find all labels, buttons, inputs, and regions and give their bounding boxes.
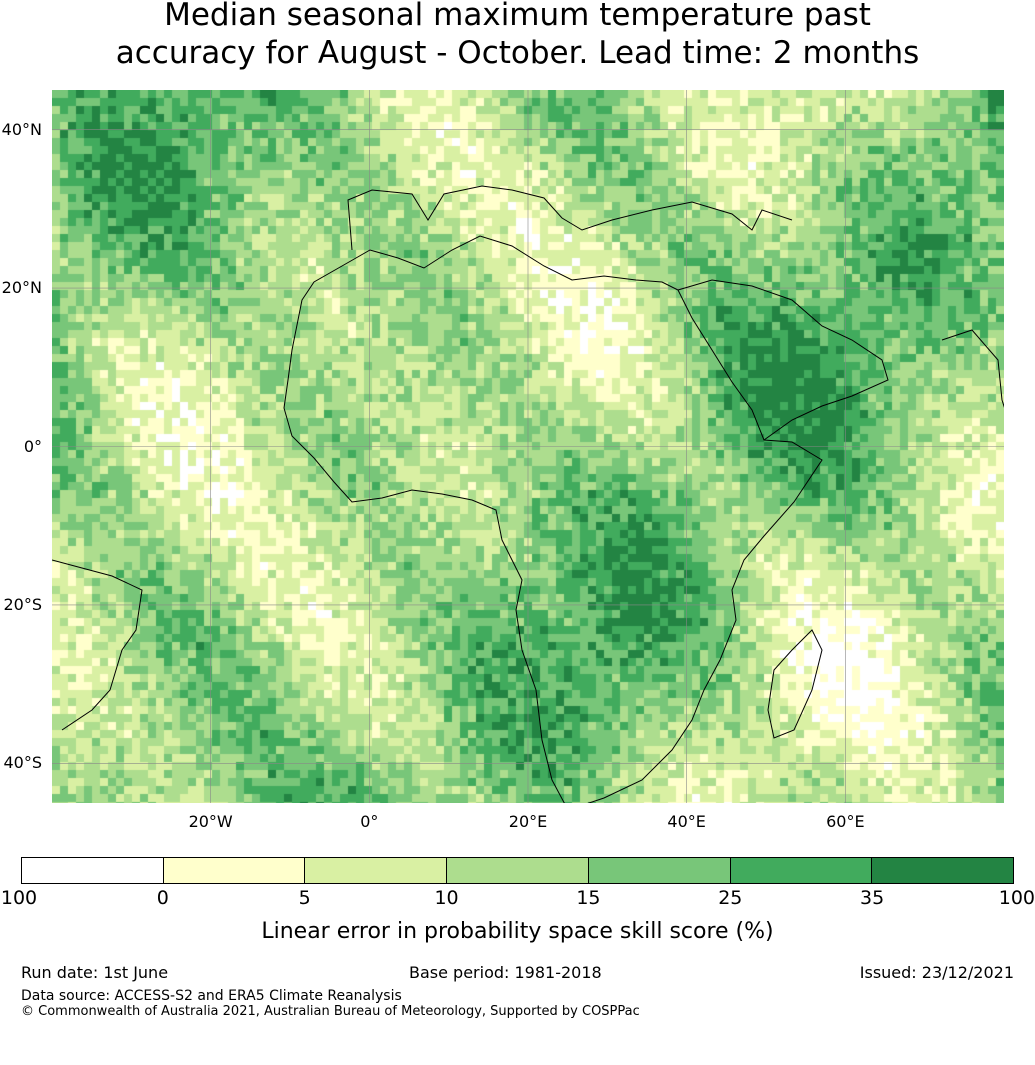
title-line-1: Median seasonal maximum temperature past [164,0,871,33]
lon-label: 60°E [826,812,865,831]
skill-score-map [52,90,1004,803]
lat-label: 40°N [1,119,42,139]
run-date: Run date: 1st June [21,963,169,982]
colorbar-segment-2 [305,858,448,883]
lat-label: 0° [23,436,42,456]
colorbar-tick-label: 15 [576,887,601,909]
colorbar-segment-6 [872,858,1014,883]
colorbar-tick-label: 25 [718,887,743,909]
colorbar-label: Linear error in probability space skill … [261,919,774,944]
coastline-madagascar [767,629,823,739]
base-period: Base period: 1981-2018 [409,963,602,982]
colorbar-tick-label: 100 [998,887,1035,909]
lat-label: 20°N [1,278,42,298]
coastline-south-america [52,559,143,731]
colorbar-segment-5 [730,858,873,883]
colorbar-segment-3 [447,858,589,883]
colorbar-tick-label: 5 [298,887,311,909]
lon-label: 20°W [188,812,233,831]
colorbar-tick-label: 0 [156,887,169,909]
map-title: Median seasonal maximum temperature past… [0,0,1035,72]
coastline-india [941,329,1004,408]
copyright: © Commonwealth of Australia 2021, Austra… [21,1004,640,1019]
lat-label: 20°S [3,594,42,614]
coastline-europe [347,185,793,251]
colorbar-segment-4 [588,858,731,883]
colorbar-tick-label: 10 [434,887,459,909]
lat-label: 40°S [3,753,42,773]
coastline-africa [283,235,823,803]
colorbar [21,857,1014,884]
title-line-2: accuracy for August - October. Lead time… [115,35,920,71]
lon-label: 20°E [508,812,548,831]
colorbar-segment-0 [22,858,164,883]
issued-date: Issued: 23/12/2021 [859,963,1014,982]
lon-label: 40°E [667,812,706,831]
map-gridlines [52,90,1004,803]
colorbar-segment-1 [163,858,306,883]
coastline-arabia [677,279,889,441]
map-overlay [52,90,1004,803]
colorbar-tick-label: -100 [0,887,38,909]
colorbar-tick-label: 35 [860,887,885,909]
data-source: Data source: ACCESS-S2 and ERA5 Climate … [21,988,402,1004]
lon-label: 0° [360,812,379,831]
